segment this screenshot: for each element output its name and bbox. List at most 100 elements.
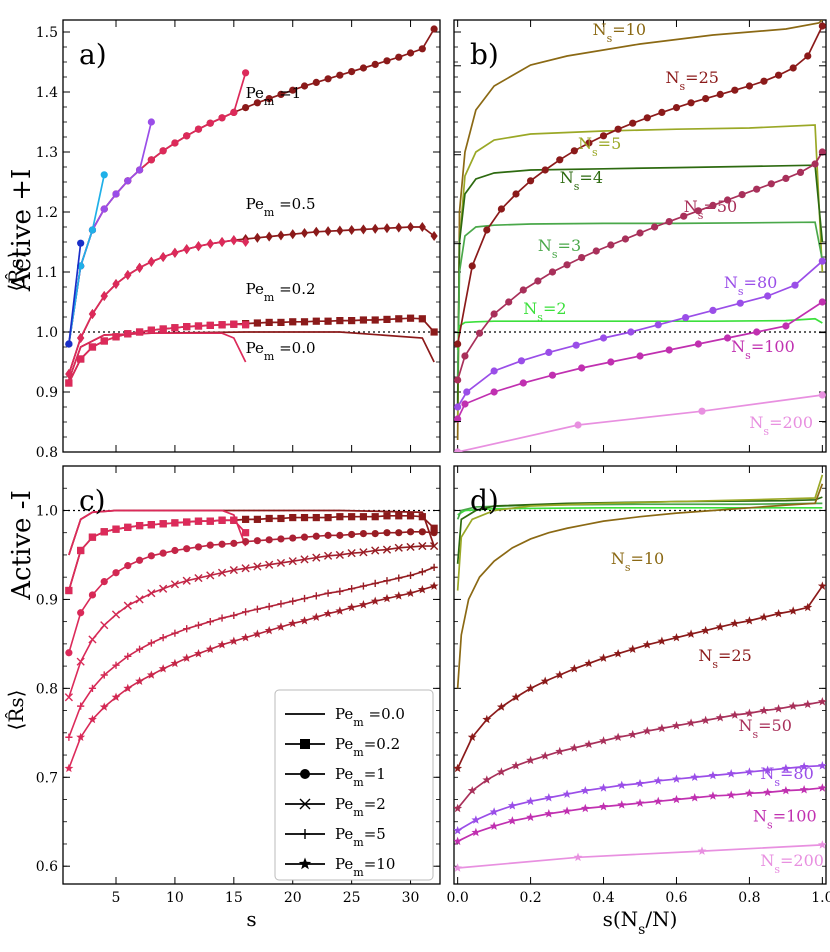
data-point xyxy=(112,333,120,341)
y-tick-label: 1.0 xyxy=(36,325,58,341)
text-part: N xyxy=(749,413,763,432)
data-point xyxy=(324,513,332,522)
legend-label: Pem=10 xyxy=(335,855,395,879)
y-tick-label: 1.1 xyxy=(36,265,58,281)
data-point xyxy=(818,298,826,306)
data-point xyxy=(147,326,155,334)
data-point xyxy=(312,592,320,600)
data-point xyxy=(764,292,772,300)
data-point xyxy=(781,785,791,795)
series-line xyxy=(127,648,140,658)
panel-label: b) xyxy=(470,38,499,71)
data-point xyxy=(359,64,368,72)
data-point xyxy=(147,118,155,126)
data-point xyxy=(348,585,356,593)
data-point xyxy=(526,683,536,693)
series-line xyxy=(456,164,824,405)
x-tick-label: 15 xyxy=(225,890,243,906)
data-point xyxy=(454,403,462,411)
series-line xyxy=(103,664,117,676)
panel-label: d) xyxy=(470,484,499,517)
data-point xyxy=(544,809,554,818)
data-point xyxy=(159,634,167,642)
data-point xyxy=(241,632,251,642)
legend-label: Pem=5 xyxy=(335,825,386,849)
data-point xyxy=(621,235,630,243)
data-point xyxy=(100,528,108,536)
data-point xyxy=(88,714,97,724)
data-point xyxy=(791,281,799,289)
text-part: Pe xyxy=(335,765,353,783)
annotation-label: Ns=200 xyxy=(760,851,824,876)
data-point xyxy=(726,769,736,778)
data-point xyxy=(147,521,155,529)
data-point xyxy=(124,562,132,570)
data-point xyxy=(511,761,521,770)
annotation-label: Ns=25 xyxy=(698,646,751,671)
data-point xyxy=(230,108,238,116)
data-point xyxy=(430,524,438,532)
data-point xyxy=(572,341,580,349)
annotation-label: Pem =0.5 xyxy=(246,195,316,219)
data-point xyxy=(406,49,415,57)
text-part: m xyxy=(353,716,364,729)
data-point xyxy=(358,600,368,609)
data-point xyxy=(763,787,773,797)
series-line xyxy=(151,587,164,594)
data-point xyxy=(774,71,783,79)
series-line xyxy=(162,583,176,590)
series-line xyxy=(398,546,411,549)
data-point xyxy=(171,139,179,147)
data-point xyxy=(206,119,214,127)
text-part: =25 xyxy=(685,68,719,87)
data-point xyxy=(300,82,309,90)
data-point xyxy=(300,227,309,239)
data-point xyxy=(471,827,481,837)
data-point xyxy=(206,541,214,549)
data-point xyxy=(463,388,471,396)
data-point xyxy=(592,247,600,255)
data-point xyxy=(300,513,309,522)
text-part: s xyxy=(638,922,645,938)
data-point xyxy=(642,726,652,735)
data-point xyxy=(359,582,368,590)
data-point xyxy=(124,177,132,185)
data-point xyxy=(585,139,593,147)
data-point xyxy=(511,692,521,702)
series-line xyxy=(80,687,94,707)
data-point xyxy=(650,223,659,231)
text-part: =200 xyxy=(769,413,813,432)
data-point xyxy=(781,763,791,773)
data-point xyxy=(159,584,168,593)
data-point xyxy=(672,632,681,642)
data-point xyxy=(556,156,564,164)
text-part: /N) xyxy=(645,907,677,931)
data-point xyxy=(468,262,476,270)
data-point xyxy=(65,368,73,380)
data-point xyxy=(242,537,250,546)
text-part: s xyxy=(592,146,598,159)
data-point xyxy=(636,352,644,360)
data-point xyxy=(599,801,608,811)
data-point xyxy=(526,177,535,185)
data-point xyxy=(804,52,812,60)
text-part: s xyxy=(763,425,769,438)
data-point xyxy=(382,545,392,554)
data-point xyxy=(690,793,700,802)
data-point xyxy=(489,807,499,816)
data-point xyxy=(159,520,167,528)
data-point xyxy=(799,785,809,794)
data-point xyxy=(395,315,403,323)
data-point xyxy=(429,581,439,590)
data-point xyxy=(709,306,717,314)
data-point xyxy=(548,371,557,379)
data-point xyxy=(230,235,238,246)
series-line xyxy=(269,562,282,566)
data-point xyxy=(681,314,690,322)
data-point xyxy=(371,223,379,234)
series-line xyxy=(68,174,106,345)
data-point xyxy=(817,840,826,849)
data-point xyxy=(371,529,379,538)
data-point xyxy=(454,803,463,813)
data-point xyxy=(135,521,144,530)
